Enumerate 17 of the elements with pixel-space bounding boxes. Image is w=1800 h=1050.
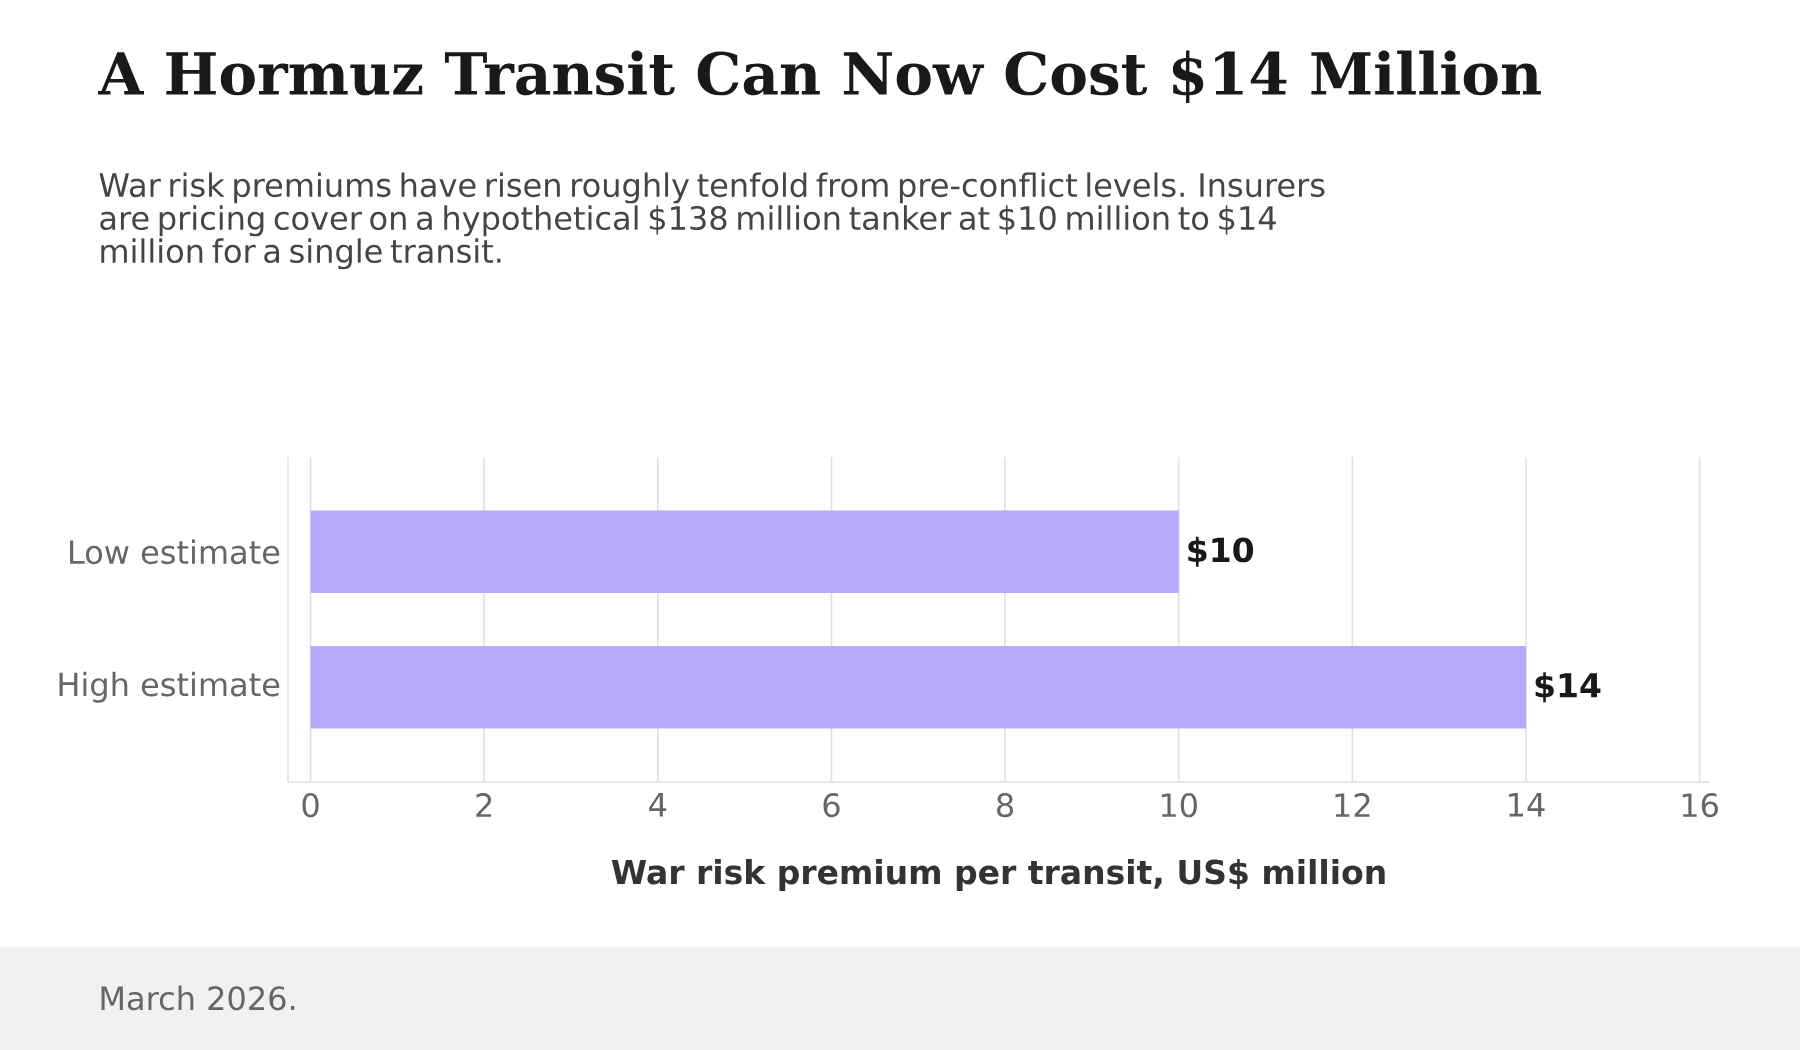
chart-subtitle: War risk premiums have risen roughly tenfold from pre-conflict levels. Insurers are pricing cover on a hypothetical $138 million tanker at $10 million to $14 million for a single transit. [99, 172, 1325, 270]
x-axis-title: War risk premium per transit, US$ million [611, 859, 1385, 891]
x-tick-label: 14 [1509, 793, 1545, 817]
data-label: $10 [1188, 536, 1254, 567]
x-tick-label: 12 [1335, 793, 1370, 817]
text: March 2026. [101, 985, 295, 1011]
chart-title: A Hormuz Transit Can Now Cost $14 Million [97, 50, 1541, 104]
x-tick-label: 2 [476, 793, 492, 817]
x-tick-label: 0 [302, 793, 319, 818]
x-tick-label: 16 [1682, 793, 1718, 818]
x-tick-label: 8 [997, 793, 1014, 818]
y-tick-label: Low estimate [70, 539, 280, 565]
x-tick-label: 4 [649, 793, 667, 817]
x-tick-label: 6 [823, 793, 840, 818]
data-label: $14 [1535, 672, 1601, 703]
x-tick-label: 10 [1161, 793, 1197, 818]
y-tick-label: High estimate [59, 671, 280, 703]
